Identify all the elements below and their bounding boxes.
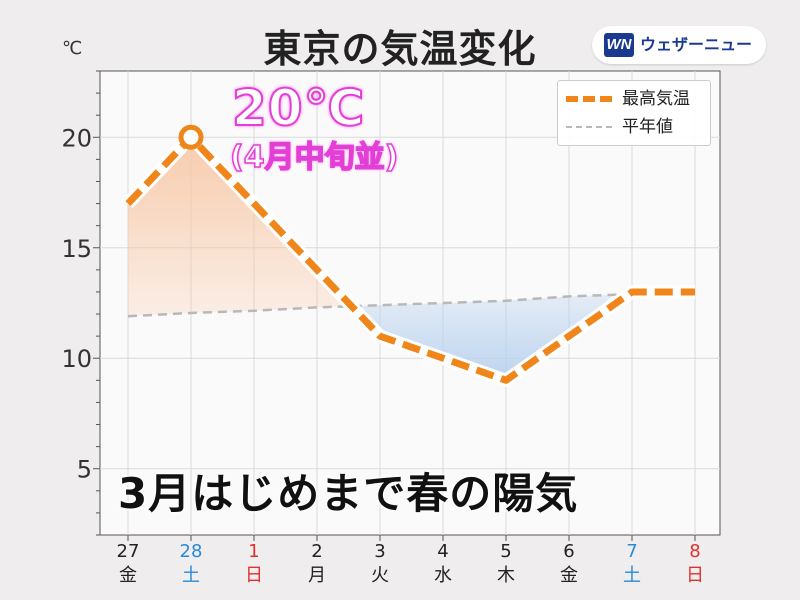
legend-item-max: 最高気温 bbox=[558, 87, 710, 111]
x-tick-label-day: 2 bbox=[311, 541, 322, 562]
legend-swatch-normal bbox=[566, 126, 612, 128]
x-tick-label-weekday: 月 bbox=[308, 565, 326, 586]
legend: 最高気温 平年値 bbox=[557, 80, 711, 146]
x-tick-label-weekday: 木 bbox=[497, 565, 515, 586]
x-tick-label-weekday: 土 bbox=[623, 565, 641, 586]
y-tick-label: 5 bbox=[77, 456, 92, 484]
x-tick-label-day: 5 bbox=[500, 541, 511, 562]
x-tick-label-day: 4 bbox=[437, 541, 448, 562]
highlight-marker bbox=[178, 124, 204, 150]
y-tick-label: 20 bbox=[61, 124, 92, 152]
legend-swatch-max bbox=[566, 96, 612, 102]
legend-label-normal: 平年値 bbox=[622, 117, 673, 137]
y-tick-label: 15 bbox=[61, 235, 92, 263]
series-max-line bbox=[125, 133, 695, 384]
x-tick-label-day: 1 bbox=[248, 541, 259, 562]
warm-area bbox=[128, 137, 355, 317]
y-axis-unit: ℃ bbox=[62, 38, 83, 59]
brand-mark-icon: WN bbox=[604, 33, 634, 57]
x-tick-label-weekday: 金 bbox=[119, 565, 137, 586]
highlight-note: (4月中旬並) bbox=[229, 139, 399, 176]
x-tick-label-day: 8 bbox=[689, 541, 700, 562]
x-tick-label-weekday: 金 bbox=[560, 565, 578, 586]
x-tick-label-day: 7 bbox=[626, 541, 637, 562]
headline-text: 3月はじめまで春の陽気 bbox=[118, 469, 579, 518]
x-tick-label-weekday: 日 bbox=[245, 565, 263, 586]
x-tick-label-weekday: 火 bbox=[371, 565, 389, 586]
x-tick-label-weekday: 土 bbox=[182, 565, 200, 586]
highlight-value: 20℃ bbox=[231, 79, 366, 137]
x-tick-label-day: 28 bbox=[180, 541, 203, 562]
y-tick-label: 10 bbox=[61, 345, 92, 373]
series-normal-line bbox=[127, 292, 633, 318]
x-tick-label-day: 27 bbox=[117, 541, 140, 562]
legend-label-max: 最高気温 bbox=[622, 89, 690, 109]
x-tick-label-day: 3 bbox=[374, 541, 385, 562]
cool-area bbox=[354, 294, 614, 381]
x-tick-label-day: 6 bbox=[563, 541, 574, 562]
x-tick-label-weekday: 水 bbox=[434, 565, 452, 586]
chart-title: 東京の気温変化 bbox=[263, 27, 537, 71]
x-tick-label-weekday: 日 bbox=[686, 565, 704, 586]
legend-item-normal: 平年値 bbox=[558, 115, 710, 139]
